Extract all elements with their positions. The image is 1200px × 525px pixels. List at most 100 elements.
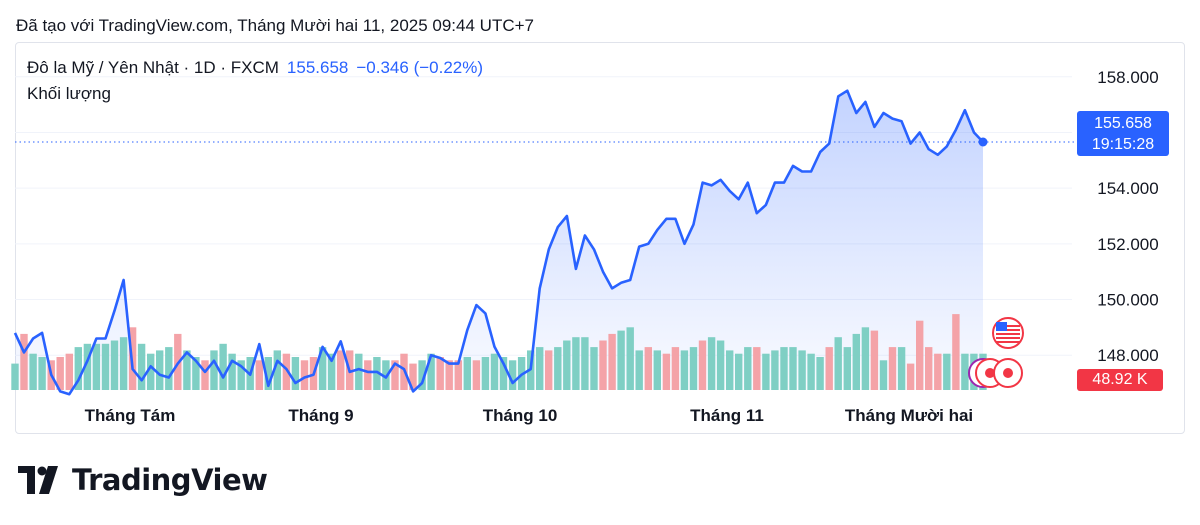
volume-bar — [337, 350, 345, 390]
volume-bar — [192, 357, 200, 390]
tradingview-logo-icon — [18, 466, 58, 494]
volume-bar — [563, 340, 571, 390]
x-tick-label: Tháng 11 — [690, 406, 764, 425]
x-tick-label: Tháng 9 — [288, 406, 353, 425]
volume-bar — [65, 353, 73, 390]
volume-bar — [20, 333, 28, 390]
volume-bar — [852, 333, 860, 390]
volume-bar — [816, 357, 824, 390]
x-tick-label: Tháng Mười hai — [845, 406, 973, 425]
event-marker-icon[interactable] — [993, 358, 1023, 388]
price-series-line[interactable] — [13, 89, 984, 396]
volume-bar — [798, 350, 806, 390]
volume-bar — [137, 343, 146, 390]
volume-bar — [934, 353, 942, 390]
volume-bar — [101, 343, 110, 390]
volume-bar — [508, 360, 517, 390]
volume-bar — [481, 357, 490, 390]
volume-bar — [499, 357, 508, 390]
event-markers — [968, 317, 1024, 388]
volume-bar — [228, 353, 236, 390]
volume-bar — [83, 343, 92, 390]
volume-bar — [698, 340, 707, 390]
volume-bar — [255, 360, 263, 390]
volume-bar — [897, 347, 906, 390]
us-flag-icon[interactable] — [992, 317, 1024, 349]
y-tick-label: 150.000 — [1097, 291, 1158, 310]
volume-bar — [771, 350, 779, 390]
volume-bar — [364, 360, 372, 390]
brand-name: TradingView — [72, 463, 268, 497]
volume-bar — [355, 353, 363, 390]
volume-bar — [961, 353, 969, 390]
symbol-legend[interactable]: Đô la Mỹ / Yên Nhật · 1D · FXCM 155.658 −0… — [27, 58, 483, 78]
volume-bar — [29, 353, 37, 390]
volume-bar — [454, 360, 462, 390]
volume-bar — [744, 347, 752, 390]
volume-bar — [662, 353, 671, 390]
volume-bar — [707, 337, 716, 390]
volume-bar — [165, 347, 173, 390]
symbol-name: Đô la Mỹ / Yên Nhật · 1D · FXCM — [27, 58, 279, 77]
volume-bar — [726, 350, 734, 390]
volume-bar — [807, 353, 815, 390]
volume-bar — [680, 350, 689, 390]
volume-bar — [327, 353, 336, 390]
price-change: −0.346 (−0.22%) — [356, 58, 484, 77]
volume-bar — [762, 353, 770, 390]
volume-bar — [110, 340, 119, 390]
volume-bar — [427, 353, 435, 390]
volume-bar — [825, 347, 833, 390]
volume-bar — [617, 330, 625, 390]
volume-bar — [780, 347, 788, 390]
volume-bar — [716, 340, 725, 390]
volume-bar — [264, 357, 272, 390]
volume-bar — [291, 357, 300, 390]
volume-bar — [418, 360, 426, 390]
y-tick-label: 154.000 — [1097, 179, 1158, 198]
volume-bar — [409, 363, 417, 390]
volume-bar — [373, 357, 381, 390]
volume-bar — [74, 347, 82, 390]
volume-bar — [147, 353, 155, 390]
volume-bar — [581, 337, 589, 390]
volume-bar — [626, 327, 634, 390]
volume-bar — [952, 314, 960, 390]
volume-bar — [201, 360, 209, 390]
volume-bar — [92, 343, 101, 390]
x-tick-label: Tháng 10 — [483, 406, 558, 425]
volume-axis-tag: 48.92 K — [1077, 369, 1163, 391]
volume-legend[interactable]: Khối lượng — [27, 84, 111, 103]
y-tick-label: 158.000 — [1097, 68, 1158, 87]
volume-bar — [608, 333, 616, 390]
volume-bar — [735, 353, 743, 390]
volume-bar — [490, 353, 499, 390]
volume-bar — [916, 320, 924, 390]
volume-bar — [653, 350, 661, 390]
volume-bar — [391, 360, 399, 390]
y-tick-label: 148.000 — [1097, 346, 1158, 365]
volume-bar — [590, 347, 598, 390]
tradingview-logo[interactable]: TradingView — [18, 462, 268, 498]
volume-bar — [463, 357, 471, 390]
price-tag-value: 155.658 — [1094, 115, 1152, 132]
volume-bar — [644, 347, 652, 390]
volume-bar — [536, 347, 544, 390]
volume-bar — [888, 347, 897, 390]
volume-bar — [635, 350, 643, 390]
volume-bar — [870, 330, 879, 390]
last-price-dot — [978, 137, 988, 147]
price-axis-tag: 155.658 19:15:28 — [1077, 111, 1169, 156]
volume-bar — [210, 350, 218, 390]
volume-bar — [861, 327, 870, 390]
volume-bar — [445, 360, 453, 390]
volume-bar — [843, 347, 851, 390]
volume-bar — [318, 347, 327, 390]
volume-bar — [572, 337, 580, 390]
volume-bar — [436, 357, 444, 390]
volume-bar — [671, 347, 680, 390]
volume-bar — [599, 340, 607, 390]
volume-bar — [273, 350, 281, 390]
volume-bar — [237, 360, 245, 390]
